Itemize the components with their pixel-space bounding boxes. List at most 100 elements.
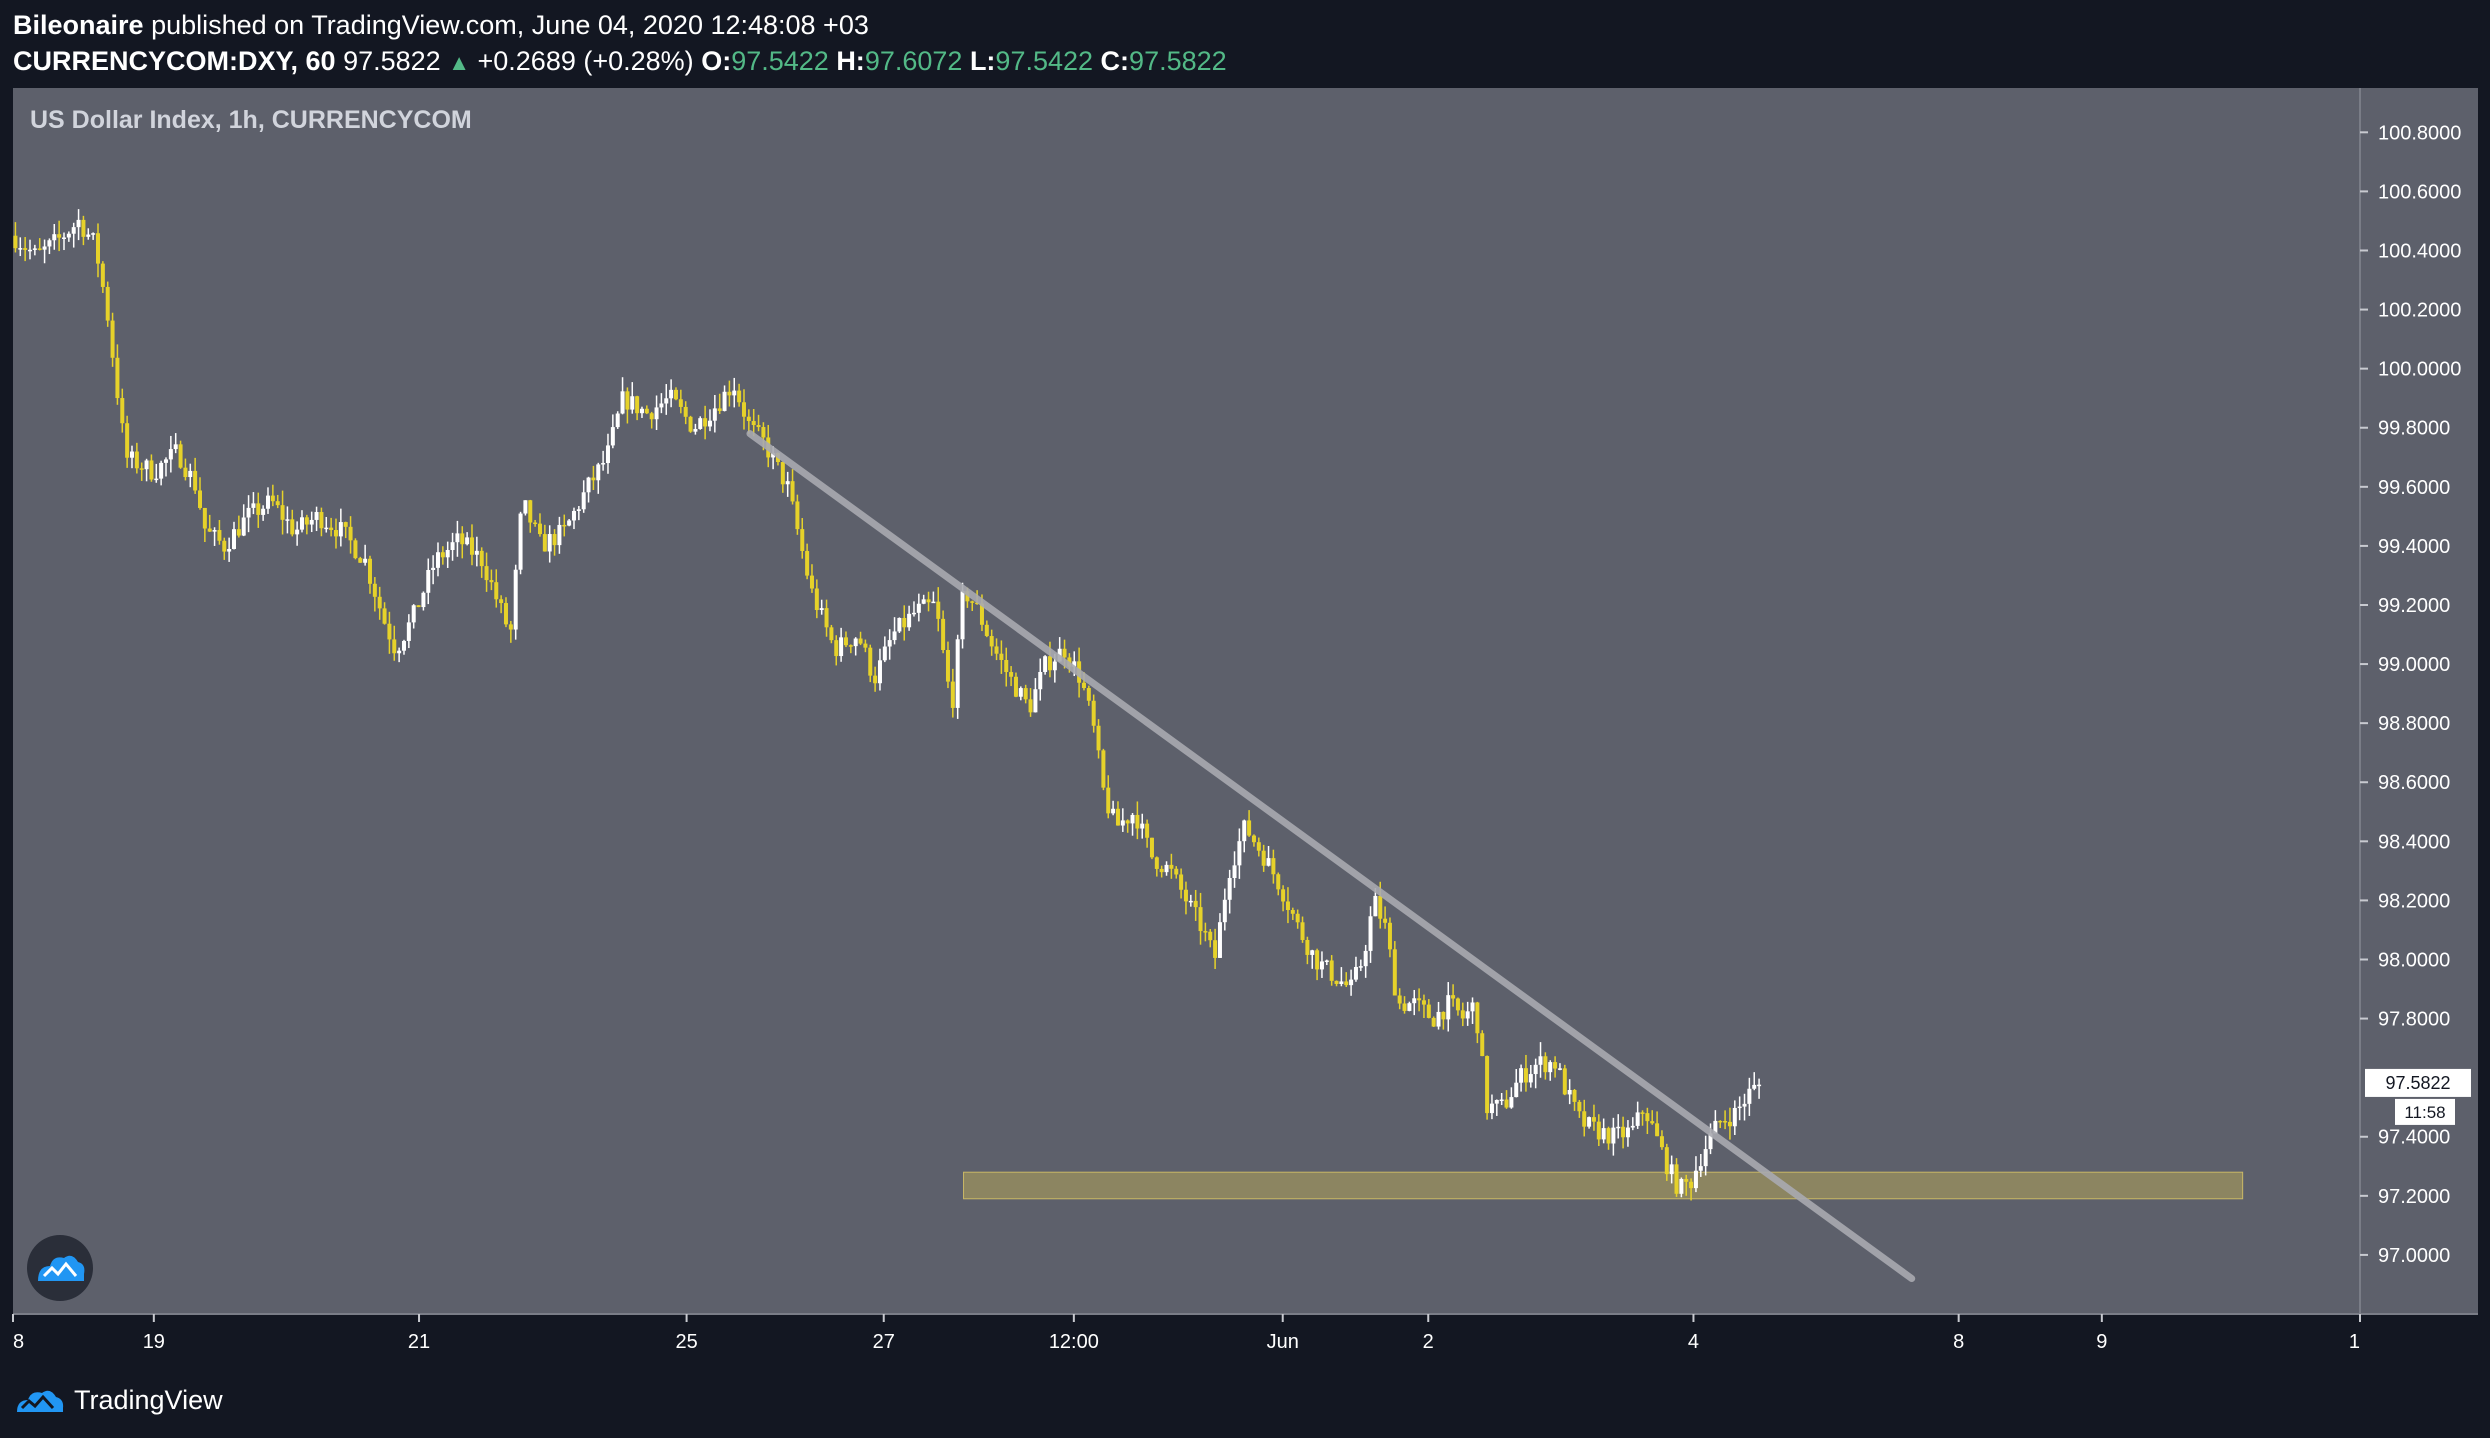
plot-area[interactable] xyxy=(13,88,2360,1314)
candle-body xyxy=(445,549,450,558)
published-text: published on TradingView.com, June 04, 2… xyxy=(151,10,869,40)
candle-body xyxy=(304,517,309,525)
candle-body xyxy=(217,530,222,541)
x-tick-label: 19 xyxy=(143,1331,165,1353)
candle-body xyxy=(299,517,304,530)
candle-body xyxy=(188,470,193,478)
candle-body xyxy=(596,464,601,481)
tradingview-badge[interactable] xyxy=(27,1235,93,1301)
candle-body xyxy=(683,406,688,417)
candle-body xyxy=(1732,1107,1737,1127)
candle-body xyxy=(931,601,936,604)
y-tick-label: 99.2000 xyxy=(2378,595,2450,617)
candle-body xyxy=(1504,1099,1509,1108)
candle-body xyxy=(863,643,868,648)
candle-body xyxy=(873,675,878,684)
candle-body xyxy=(557,524,562,546)
candle-body xyxy=(1625,1127,1630,1138)
candle-body xyxy=(513,569,518,630)
candle-body xyxy=(1111,808,1116,814)
candle-body xyxy=(727,391,732,396)
y-tick-label: 98.0000 xyxy=(2378,949,2450,971)
candle-body xyxy=(479,550,484,567)
author-name[interactable]: Bileonaire xyxy=(13,10,144,40)
candle-body xyxy=(1310,950,1315,955)
candle-body xyxy=(343,522,348,527)
candle-body xyxy=(290,519,295,535)
candle-body xyxy=(1203,931,1208,933)
x-tick-label: 2 xyxy=(1423,1331,1434,1353)
footer-brand[interactable]: TradingView xyxy=(74,1384,223,1415)
candle-body xyxy=(110,320,115,358)
candle-body xyxy=(285,519,290,521)
candle-body xyxy=(455,533,460,543)
candle-body xyxy=(819,608,824,611)
candle-body xyxy=(1130,814,1135,824)
candle-body xyxy=(460,533,465,545)
candle-body xyxy=(222,540,227,552)
candle-body xyxy=(659,403,664,408)
candle-body xyxy=(887,640,892,647)
candle-body xyxy=(1451,995,1456,999)
candle-body xyxy=(1023,688,1028,700)
candle-body xyxy=(411,605,416,623)
candle-body xyxy=(839,637,844,657)
candle-body xyxy=(1397,995,1402,1004)
candle-body xyxy=(406,622,411,641)
close-value: 97.5822 xyxy=(1129,46,1227,76)
candle-body xyxy=(1392,949,1397,996)
candle-body xyxy=(1460,1010,1465,1019)
y-tick-label: 97.4000 xyxy=(2378,1127,2450,1149)
candle-body xyxy=(139,468,144,470)
candle-body xyxy=(37,248,42,250)
footer: TradingView xyxy=(14,1384,223,1416)
candle-body xyxy=(1455,998,1460,1011)
candle-body xyxy=(741,402,746,417)
y-tick-label: 100.0000 xyxy=(2378,359,2461,381)
candle-body xyxy=(1689,1181,1694,1189)
candle-body xyxy=(47,240,52,247)
candle-body xyxy=(125,423,130,458)
candle-body xyxy=(1708,1133,1713,1150)
candle-body xyxy=(1693,1170,1698,1189)
chart-line-icon xyxy=(42,1261,78,1278)
y-tick-label: 100.4000 xyxy=(2378,240,2461,262)
candle-body xyxy=(552,534,557,546)
candle-body xyxy=(785,481,790,485)
candle-body xyxy=(42,246,47,250)
candle-body xyxy=(1519,1068,1524,1083)
candle-body xyxy=(523,500,528,514)
candle-body xyxy=(1621,1126,1626,1138)
tradingview-logo-icon[interactable] xyxy=(14,1384,66,1416)
x-tick-label: 8 xyxy=(1953,1331,1964,1353)
symbol-label[interactable]: CURRENCYCOM:DXY, 60 xyxy=(13,46,336,76)
x-tick-label: 12:00 xyxy=(1049,1331,1099,1353)
candle-body xyxy=(1635,1112,1640,1126)
y-tick-label: 97.0000 xyxy=(2378,1245,2450,1267)
candle-body xyxy=(1630,1125,1635,1128)
candle-body xyxy=(688,416,693,432)
candle-body xyxy=(1319,961,1324,970)
candle-body xyxy=(1227,878,1232,900)
candle-body xyxy=(1553,1062,1558,1069)
candle-body xyxy=(1159,868,1164,873)
candle-body xyxy=(1285,901,1290,911)
candle-body xyxy=(712,408,717,421)
candle-body xyxy=(168,449,173,460)
candle-body xyxy=(1266,858,1271,866)
candle-body xyxy=(814,588,819,611)
candle-body xyxy=(13,235,18,249)
candle-body xyxy=(86,234,91,237)
candle-body xyxy=(1164,864,1169,873)
candle-body xyxy=(678,399,683,407)
candle-body xyxy=(979,603,984,625)
candle-body xyxy=(261,508,266,515)
candle-body xyxy=(1703,1149,1708,1167)
candle-body xyxy=(1523,1068,1528,1083)
candle-body xyxy=(18,248,23,250)
candle-body xyxy=(790,481,795,502)
candle-body xyxy=(1081,682,1086,689)
candle-body xyxy=(800,529,805,552)
candle-body xyxy=(654,407,659,420)
